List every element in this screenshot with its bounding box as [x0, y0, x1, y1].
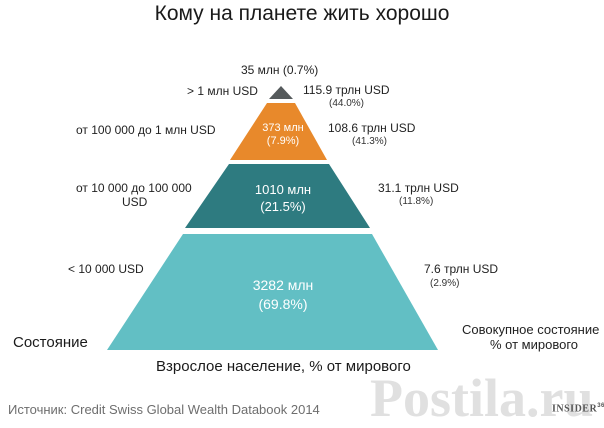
- tier-upper-middle-wealth-value: 108.6 трлн USD: [328, 121, 416, 135]
- tier-upper-middle: [230, 103, 327, 160]
- tier-base: [107, 234, 438, 350]
- tier-middle-wealth-band-line1: от 10 000 до 100 000: [76, 181, 192, 195]
- tier-base-wealth-band: < 10 000 USD: [68, 262, 144, 276]
- right-axis-label-line2: % от мирового: [490, 337, 579, 352]
- watermark-logo: Postila.ru: [370, 368, 594, 424]
- tier-middle-pop-line2: (21.5%): [260, 199, 306, 214]
- source-note: Источник: Credit Swiss Global Wealth Dat…: [8, 402, 320, 417]
- tier-middle-pop-line1: 1010 млн: [255, 182, 311, 197]
- chart-title: Кому на планете жить хорошо: [154, 2, 450, 25]
- tier-base-pop-line1: 3282 млн: [253, 277, 314, 293]
- tier-middle: [185, 164, 370, 228]
- left-axis-label: Состояние: [13, 334, 88, 351]
- brand-logo: INSIDER360: [552, 403, 604, 414]
- tier-base-pop-line2: (69.8%): [258, 296, 307, 312]
- tier-top-wealth-value: 115.9 трлн USD: [303, 83, 390, 97]
- right-axis-label-line1: Совокупное состояние: [462, 322, 600, 337]
- tier-middle-wealth-band-line2: USD: [122, 195, 148, 209]
- tier-upper-middle-wealth-band: от 100 000 до 1 млн USD: [76, 123, 216, 137]
- tier-base-wealth-value: 7.6 трлн USD: [424, 262, 499, 276]
- brand-name: INSIDER: [552, 403, 598, 415]
- tier-top-wealth-pct: (44.0%): [329, 98, 365, 109]
- svg-text:Postila.ru: Postila.ru: [370, 368, 594, 424]
- tier-upper-middle-pop-line2: (7.9%): [267, 135, 299, 147]
- bottom-axis-label: Взрослое население, % от мирового: [156, 358, 411, 375]
- tier-base-wealth-pct: (2.9%): [430, 278, 460, 289]
- tier-top-pop-label: 35 млн (0.7%): [241, 63, 319, 77]
- brand-sup: 360: [597, 403, 604, 409]
- tier-upper-middle-wealth-pct: (41.3%): [352, 136, 388, 147]
- tier-middle-wealth-value: 31.1 трлн USD: [378, 181, 459, 195]
- tier-upper-middle-pop-line1: 373 млн: [262, 122, 303, 134]
- tier-top: [269, 86, 293, 99]
- tier-top-wealth-band: > 1 млн USD: [187, 84, 258, 98]
- tier-middle-wealth-pct: (11.8%): [399, 196, 434, 207]
